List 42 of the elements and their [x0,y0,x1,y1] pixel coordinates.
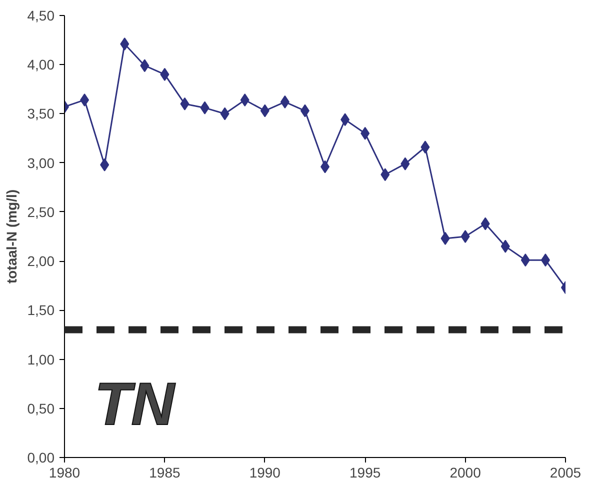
point [260,104,270,118]
point [480,217,490,230]
point [340,113,350,126]
y-tick-label: 3,00 [27,154,55,171]
point [460,230,470,243]
y-tick-label: 4,00 [27,56,55,73]
point [220,107,230,120]
y-tick-label: 2,50 [27,204,55,220]
x-tick-label: 1985 [149,464,180,480]
y-axis-title: totaal-N (mg/l) [3,189,20,284]
point [320,160,330,174]
y-tick-label: 0,50 [27,400,55,416]
x-tick-label: 1980 [48,464,80,480]
annotation: TN [94,370,176,438]
point [400,157,410,170]
y-tick-label: 1,50 [27,302,55,318]
point [440,232,450,245]
y-tick-label: 3,50 [27,106,55,122]
point [180,97,190,110]
x-tick-label: 1995 [350,464,381,480]
y-tick-label: 1,00 [27,351,55,368]
point [500,240,510,253]
point [300,104,310,118]
x-tick-label: 1990 [249,464,281,480]
y-tick-label: 2,00 [27,253,55,270]
point [240,93,250,106]
point [420,140,430,154]
x-tick-label: 2000 [450,464,482,480]
x-tick-label: 2005 [550,464,582,480]
point [100,158,110,172]
point [280,95,290,108]
point [160,68,170,81]
y-tick-label: 4,50 [27,8,55,24]
point [140,59,150,72]
point [540,254,550,267]
point [120,37,130,50]
y-tick-label: 0,00 [27,450,55,466]
point [80,93,90,106]
point [520,254,530,267]
point [360,126,370,140]
point [200,101,210,114]
point [380,168,390,182]
